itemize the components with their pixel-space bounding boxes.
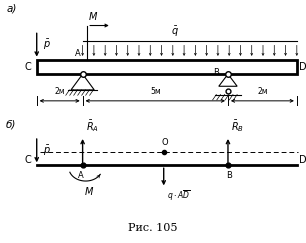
Text: $q \cdot A\overline{D}$: $q \cdot A\overline{D}$ <box>167 188 191 203</box>
Text: C: C <box>24 155 31 165</box>
Text: 5м: 5м <box>150 87 161 96</box>
Text: A: A <box>75 49 81 58</box>
Bar <box>37 60 297 74</box>
Text: C: C <box>24 62 31 72</box>
Text: $\bar{R}_B$: $\bar{R}_B$ <box>231 118 244 134</box>
Text: $\bar{p}$: $\bar{p}$ <box>43 144 51 158</box>
Text: A: A <box>78 171 84 180</box>
Text: B: B <box>213 68 219 77</box>
Text: Рис. 105: Рис. 105 <box>128 223 178 233</box>
Text: $\bar{R}_A$: $\bar{R}_A$ <box>86 118 99 134</box>
Text: D: D <box>299 62 306 72</box>
Text: 2м: 2м <box>257 87 268 96</box>
Text: M: M <box>84 187 93 197</box>
Text: M: M <box>89 12 97 22</box>
Text: B: B <box>226 171 233 180</box>
Text: D: D <box>299 155 306 165</box>
Text: O: O <box>162 138 169 147</box>
Text: 2м: 2м <box>54 87 65 96</box>
Text: а): а) <box>6 4 17 14</box>
Text: $\bar{p}$: $\bar{p}$ <box>43 38 51 52</box>
Text: $\bar{q}$: $\bar{q}$ <box>170 25 178 39</box>
Text: б): б) <box>6 119 17 129</box>
